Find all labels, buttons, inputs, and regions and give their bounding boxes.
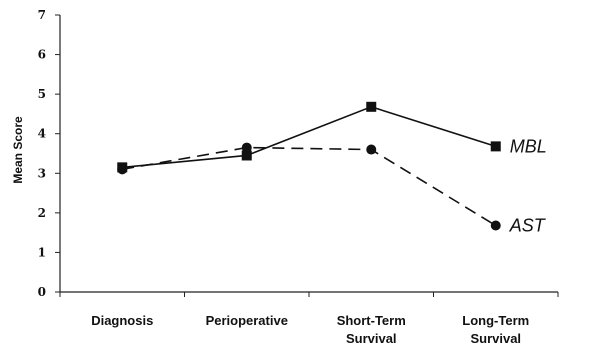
x-tick-label-line: Short-Term <box>337 313 406 328</box>
series-ast: AST <box>117 142 547 236</box>
y-tick-label: 1 <box>38 245 46 259</box>
chart-axes <box>59 15 558 293</box>
y-axis-ticks: 0 1 2 3 4 5 6 7 <box>38 8 60 299</box>
x-tick-label: Diagnosis <box>91 313 153 328</box>
x-axis-ticks: Diagnosis Perioperative Short-Term Survival… <box>59 292 559 346</box>
y-tick-label: 7 <box>38 8 46 22</box>
series-label-mbl: MBL <box>510 136 547 156</box>
data-point-ast <box>241 142 252 153</box>
x-tick-label-line: Survival <box>346 331 397 346</box>
series-label-ast: AST <box>509 216 547 236</box>
series-mbl: MBL <box>117 101 547 173</box>
x-tick-label-line: Survival <box>470 331 521 346</box>
chart-series: MBL AST <box>117 101 547 236</box>
series-line-mbl <box>122 105 496 169</box>
y-tick-label: 4 <box>38 127 46 141</box>
x-tick-label-line: Long-Term <box>462 313 529 328</box>
data-point-ast <box>490 220 501 231</box>
x-tick-label-line: Perioperative <box>206 313 288 328</box>
x-tick-label: Short-Term Survival <box>337 313 406 346</box>
x-tick-label-line: Diagnosis <box>91 313 153 328</box>
data-point-mbl <box>490 141 501 152</box>
y-tick-label: 3 <box>38 166 46 180</box>
y-tick-label: 2 <box>38 206 46 220</box>
x-tick-label: Long-Term Survival <box>462 313 529 346</box>
data-point-ast <box>117 164 128 175</box>
y-axis-label: Mean Score <box>11 116 25 184</box>
data-point-mbl <box>366 101 377 112</box>
y-tick-label: 5 <box>38 87 46 101</box>
series-line-ast <box>122 146 497 227</box>
y-tick-label: 0 <box>38 285 46 299</box>
x-tick-label: Perioperative <box>206 313 288 328</box>
data-point-ast <box>366 144 377 155</box>
y-tick-label: 6 <box>38 48 46 62</box>
data-point-mbl <box>241 150 252 161</box>
